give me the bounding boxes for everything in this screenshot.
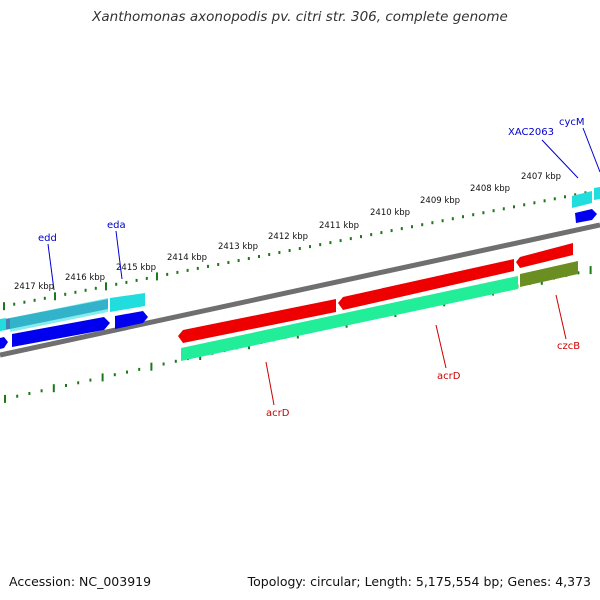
ruler-label: 2409 kbp xyxy=(420,196,460,206)
feature-blue-right[interactable] xyxy=(575,209,597,223)
leader-XAC2063 xyxy=(541,139,579,179)
label-edd: edd xyxy=(38,233,57,244)
leader-czcB xyxy=(555,294,567,340)
feature-cyan-eda[interactable] xyxy=(110,293,145,312)
feature-cyan-cycM[interactable] xyxy=(572,187,600,208)
label-czcB: czcB xyxy=(557,341,580,352)
feature-teal-acrD[interactable] xyxy=(181,276,518,361)
feature-cyan-edd[interactable] xyxy=(10,298,108,332)
ruler-label: 2416 kbp xyxy=(65,273,105,283)
label-XAC2063: XAC2063 xyxy=(508,127,554,138)
label-acrD-lower: acrD xyxy=(266,408,290,419)
leader-acrD-upper xyxy=(435,324,447,369)
feature-blue-edge[interactable] xyxy=(0,337,8,349)
ruler-label: 2411 kbp xyxy=(319,221,359,231)
ruler-label: 2408 kbp xyxy=(470,184,510,194)
ruler-label: 2410 kbp xyxy=(370,208,410,218)
page-title: Xanthomonas axonopodis pv. citri str. 30… xyxy=(92,9,508,25)
leader-edd xyxy=(47,243,55,291)
genome-backbone xyxy=(0,222,600,358)
feature-cyan-edge[interactable] xyxy=(0,318,6,331)
feature-olive-czcB[interactable] xyxy=(520,261,578,287)
feature-red-czcB[interactable] xyxy=(516,243,573,268)
leader-cycM xyxy=(582,127,600,173)
accession-text: Accession: NC_003919 xyxy=(9,574,152,589)
feature-blue-left[interactable] xyxy=(12,317,110,347)
genome-summary-text: Topology: circular; Length: 5,175,554 bp… xyxy=(247,574,591,589)
ruler-label: 2414 kbp xyxy=(167,253,207,263)
label-eda: eda xyxy=(107,220,126,231)
leader-acrD-lower xyxy=(265,361,275,406)
label-acrD-upper: acrD xyxy=(437,371,461,382)
feature-red-acrD-a[interactable] xyxy=(178,299,336,343)
label-cycM: cycM xyxy=(559,117,585,128)
ruler-label: 2413 kbp xyxy=(218,242,258,252)
feature-blue-eda[interactable] xyxy=(115,311,148,329)
ruler-label: 2407 kbp xyxy=(521,172,561,182)
ruler-label: 2417 kbp xyxy=(14,282,54,292)
feature-red-acrD-b[interactable] xyxy=(338,259,514,310)
ruler-label: 2412 kbp xyxy=(268,232,308,242)
ruler-labels: 2407 kbp 2408 kbp 2409 kbp 2410 kbp 2411 kbp… xyxy=(14,172,561,292)
ruler-label: 2415 kbp xyxy=(116,263,156,273)
leader-eda xyxy=(115,230,123,280)
